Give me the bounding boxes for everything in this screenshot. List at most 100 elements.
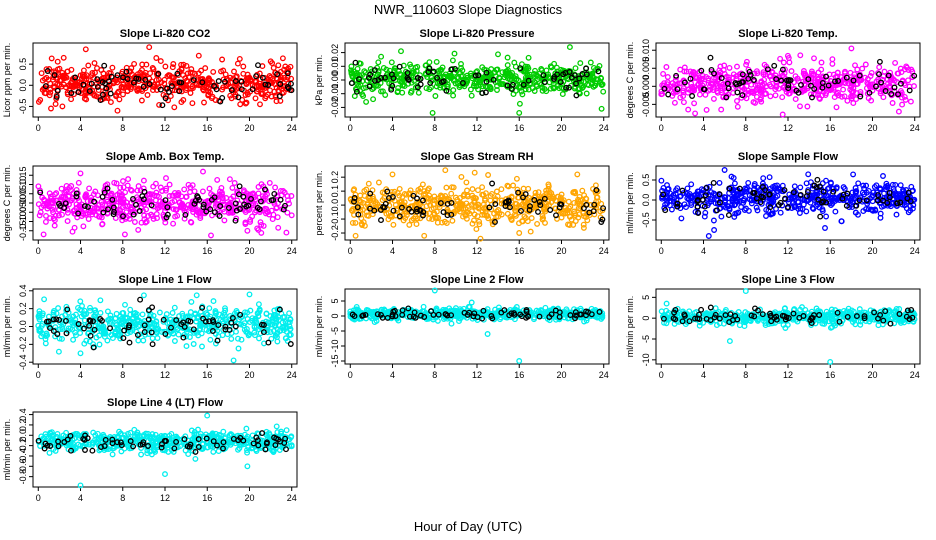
highlight-point — [888, 91, 895, 97]
highlight-point — [764, 66, 771, 73]
highlight-point — [130, 211, 137, 218]
data-point — [122, 301, 128, 308]
data-point — [797, 52, 804, 59]
data-point — [198, 67, 205, 74]
data-point — [475, 187, 481, 194]
outlier-point — [352, 232, 359, 239]
highlight-point — [417, 75, 424, 82]
data-point — [282, 63, 289, 70]
data-point — [97, 309, 104, 316]
outlier-point — [398, 48, 404, 55]
highlight-point — [124, 76, 131, 82]
highlight-point — [37, 189, 44, 196]
panel-2-y-tick-label: -0.01 — [330, 83, 340, 104]
data-point — [745, 179, 752, 186]
highlight-point — [80, 81, 87, 88]
data-point — [590, 83, 597, 90]
panel-1-x-tick-label: 20 — [244, 123, 254, 133]
data-point — [525, 65, 532, 72]
data-point — [273, 98, 280, 105]
data-point — [109, 64, 116, 71]
highlight-point — [878, 79, 885, 86]
data-point — [772, 86, 779, 93]
data-point — [183, 193, 190, 200]
highlight-point — [835, 78, 842, 84]
data-point — [166, 193, 173, 199]
data-point — [260, 222, 267, 229]
outlier-point — [48, 105, 54, 112]
data-point — [236, 55, 243, 62]
data-point — [169, 80, 176, 87]
data-point — [348, 70, 355, 77]
data-point — [497, 80, 503, 87]
data-point — [458, 61, 464, 67]
highlight-point — [136, 208, 143, 214]
highlight-point — [873, 83, 879, 90]
highlight-point — [130, 79, 137, 86]
data-point — [658, 177, 665, 184]
data-point — [758, 98, 765, 105]
data-point — [83, 191, 90, 198]
data-point — [777, 209, 784, 216]
highlight-point — [547, 207, 554, 213]
panel-3-y-axis-label: degrees C per min. — [625, 42, 635, 119]
highlight-point — [88, 80, 95, 87]
panel-6-x-tick-label: 20 — [867, 246, 877, 256]
data-point — [144, 92, 151, 98]
data-point — [68, 66, 75, 73]
panel-6-y-axis-label: ml/min per min. — [625, 172, 635, 234]
data-point — [275, 62, 282, 69]
panel-5-x-tick-label: 0 — [348, 246, 353, 256]
highlight-point — [104, 185, 111, 192]
panel-2-points — [348, 44, 607, 116]
data-point — [64, 218, 71, 225]
data-point — [127, 306, 134, 313]
data-point — [117, 184, 124, 191]
data-point — [153, 55, 160, 61]
data-point — [39, 77, 46, 84]
data-point — [154, 192, 160, 199]
data-point — [504, 54, 511, 61]
outlier-point — [721, 167, 728, 173]
data-point — [875, 76, 882, 83]
outlier-point — [848, 45, 855, 52]
data-point — [207, 336, 214, 343]
data-point — [135, 183, 142, 190]
outlier-point — [257, 101, 263, 108]
highlight-point — [479, 90, 486, 97]
data-point — [901, 66, 908, 73]
data-point — [119, 84, 126, 90]
data-point — [499, 81, 506, 88]
data-point — [853, 81, 860, 88]
highlight-point — [232, 78, 239, 85]
highlight-point — [365, 74, 372, 81]
data-point — [590, 64, 597, 71]
data-point — [135, 226, 142, 233]
highlight-point — [159, 102, 166, 109]
data-point — [222, 71, 229, 78]
outlier-point — [711, 227, 718, 233]
highlight-point — [123, 68, 130, 75]
highlight-point — [779, 66, 786, 73]
highlight-point — [75, 89, 82, 96]
highlight-point — [130, 196, 136, 202]
data-point — [43, 200, 50, 207]
highlight-point — [823, 73, 830, 80]
highlight-point — [211, 209, 218, 216]
data-point — [480, 74, 487, 81]
data-point — [743, 61, 750, 68]
data-point — [782, 66, 788, 73]
data-point — [433, 58, 440, 65]
data-point — [85, 216, 92, 222]
data-point — [47, 80, 54, 87]
data-point — [171, 74, 177, 81]
data-point — [233, 328, 239, 335]
data-point — [273, 204, 280, 211]
highlight-point — [832, 78, 838, 85]
data-point — [458, 173, 465, 180]
data-point — [82, 210, 89, 217]
highlight-point — [566, 84, 572, 91]
highlight-point — [284, 70, 291, 77]
data-point — [539, 87, 546, 94]
